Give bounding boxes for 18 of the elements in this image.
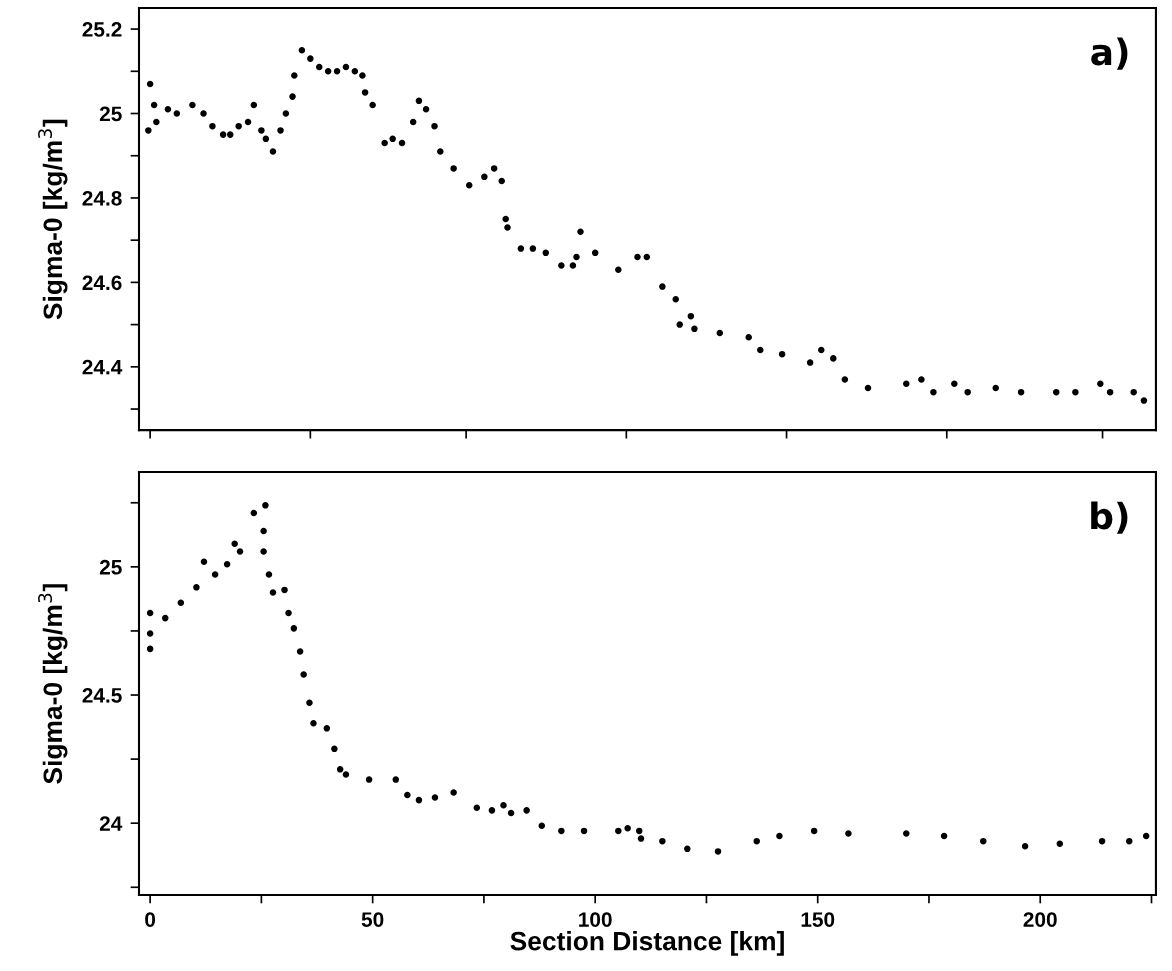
y-tick-label: 24.5: [82, 688, 122, 703]
annotation: b): [1091, 501, 1128, 534]
y-axis-title: Sigma-0 [kg/m$^{3}$]: [38, 584, 68, 784]
y-tick-label: 25.2: [82, 22, 122, 37]
y-tick-label: 24.4: [82, 359, 123, 375]
x-tick-label: 200: [1023, 912, 1057, 927]
y-axis-title: Sigma-0 [kg/m$^{3}$]: [38, 119, 68, 320]
x-tick-label: 0: [145, 912, 156, 927]
x-tick-label: 100: [579, 912, 612, 927]
y-tick-label: 24.6: [82, 275, 122, 291]
x-tick-label: 50: [361, 912, 384, 927]
x-axis-title: Section Distance [km]: [510, 931, 784, 956]
y-tick-label: 24: [99, 816, 123, 831]
y-tick-label: 24.8: [82, 190, 122, 206]
y-tick-label: 25: [99, 559, 122, 575]
y-tick-label: 25: [99, 106, 122, 122]
annotation: a): [1091, 37, 1128, 70]
x-tick-label: 150: [801, 912, 835, 927]
